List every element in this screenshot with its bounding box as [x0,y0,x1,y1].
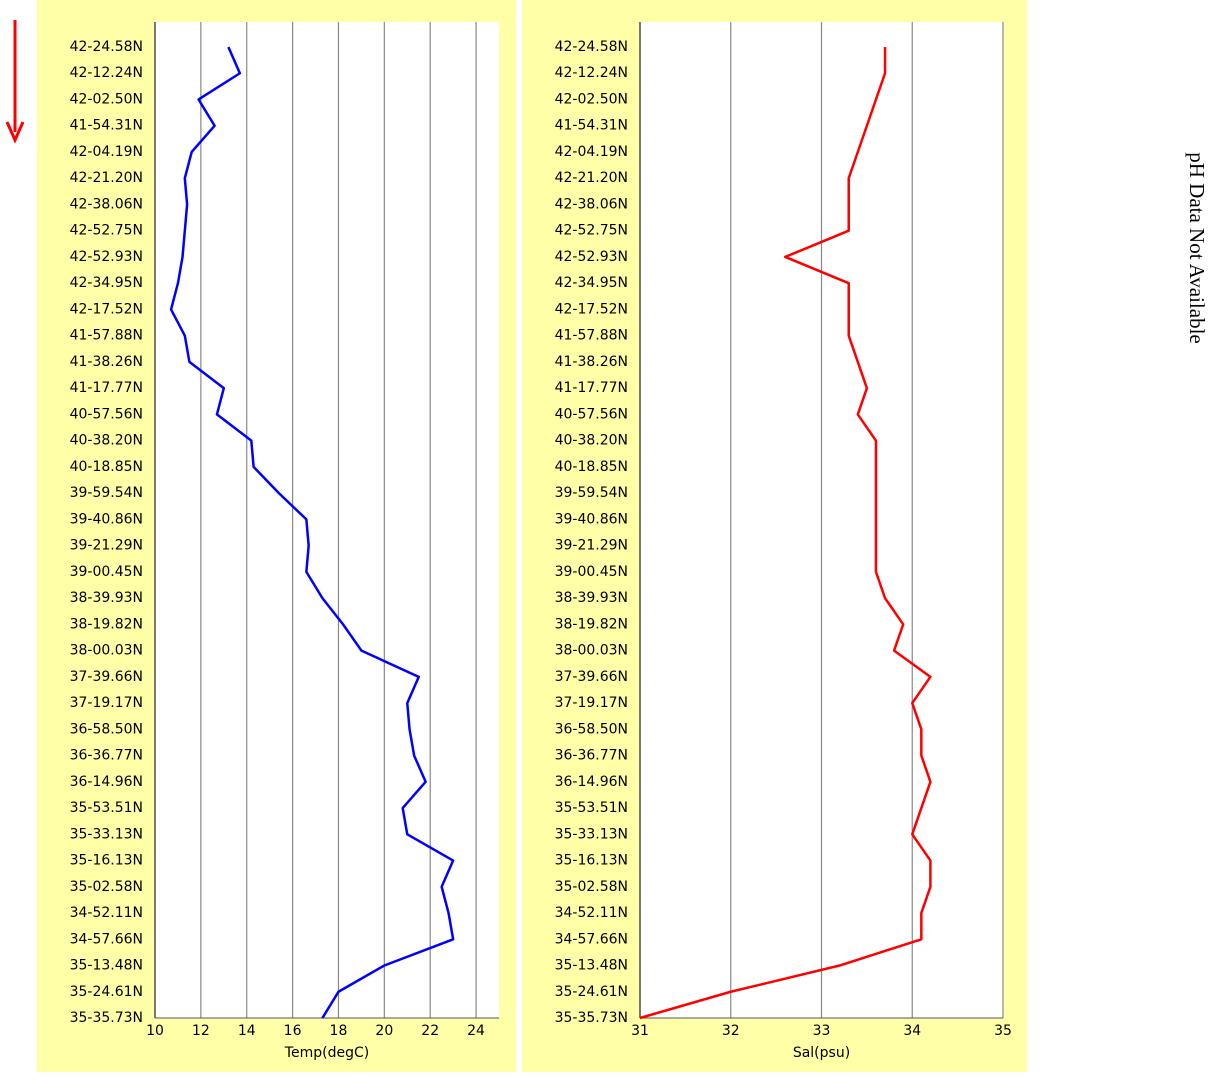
x-tick-label: 33 [813,1023,831,1039]
y-tick-label: 42-17.52N [70,301,143,317]
y-tick-label: 35-16.13N [70,853,143,869]
y-tick-label: 41-57.88N [70,328,143,344]
x-tick-label: 32 [722,1023,740,1039]
y-tick-label: 42-12.24N [555,65,628,81]
y-tick-label: 40-57.56N [70,406,143,422]
y-tick-label: 39-21.29N [70,538,143,554]
y-tick-label: 40-38.20N [555,433,628,449]
y-tick-label: 42-02.50N [555,91,628,107]
x-tick-label: 18 [330,1023,348,1039]
x-tick-label: 31 [631,1023,649,1039]
y-tick-label: 42-24.58N [555,39,628,55]
y-tick-label: 42-21.20N [555,170,628,186]
y-tick-label: 37-19.17N [70,695,143,711]
y-tick-label: 41-17.77N [70,380,143,396]
x-tick-label: 16 [284,1023,302,1039]
y-tick-label: 39-59.54N [555,485,628,501]
y-tick-label: 42-17.52N [555,301,628,317]
x-tick-label: 10 [146,1023,164,1039]
y-tick-label: 42-12.24N [70,65,143,81]
data-line [169,46,455,1019]
y-tick-label: 36-14.96N [70,774,143,790]
y-tick-label: 38-19.82N [70,616,143,632]
y-tick-label: 41-54.31N [555,118,628,134]
y-tick-label: 42-34.95N [555,275,628,291]
x-tick-label: 35 [994,1023,1012,1039]
y-tick-label: 37-39.66N [70,669,143,685]
x-axis-title: Temp(degC) [284,1045,369,1061]
y-tick-label: 42-24.58N [70,39,143,55]
y-tick-label: 42-21.20N [70,170,143,186]
y-tick-label: 35-33.13N [70,826,143,842]
y-tick-label: 38-39.93N [555,590,628,606]
y-tick-label: 35-24.61N [555,984,628,1000]
y-tick-label: 40-18.85N [555,459,628,475]
y-tick-label: 35-13.48N [555,958,628,974]
y-tick-label: 36-58.50N [70,721,143,737]
y-tick-label: 36-14.96N [555,774,628,790]
y-tick-label: 34-52.11N [555,905,628,921]
y-tick-label: 39-40.86N [70,511,143,527]
y-tick-label: 41-57.88N [555,328,628,344]
y-tick-label: 38-00.03N [555,643,628,659]
y-tick-label: 41-38.26N [70,354,143,370]
y-tick-label: 37-19.17N [555,695,628,711]
y-tick-label: 42-04.19N [70,144,143,160]
x-tick-label: 14 [238,1023,256,1039]
y-tick-label: 35-33.13N [555,826,628,842]
y-tick-label: 35-02.58N [555,879,628,895]
y-tick-label: 36-58.50N [555,721,628,737]
plot-area [155,22,499,1018]
y-tick-label: 35-16.13N [555,853,628,869]
arrow-head [5,121,25,144]
y-tick-label: 37-39.66N [555,669,628,685]
y-tick-label: 42-52.75N [70,223,143,239]
y-tick-label: 42-02.50N [70,91,143,107]
y-tick-label: 38-00.03N [70,643,143,659]
x-tick-label: 20 [375,1023,393,1039]
data-line [639,47,932,1020]
y-tick-label: 35-13.48N [70,958,143,974]
y-tick-label: 41-54.31N [70,118,143,134]
y-tick-label: 35-24.61N [70,984,143,1000]
y-tick-label: 41-38.26N [555,354,628,370]
y-tick-label: 39-00.45N [70,564,143,580]
y-tick-label: 34-57.66N [70,931,143,947]
y-tick-label: 39-40.86N [555,511,628,527]
y-tick-label: 35-02.58N [70,879,143,895]
y-tick-label: 36-36.77N [555,748,628,764]
y-tick-label: 39-21.29N [555,538,628,554]
y-tick-label: 35-35.73N [555,1010,628,1026]
y-tick-label: 42-38.06N [70,196,143,212]
y-tick-label: 35-35.73N [70,1010,143,1026]
y-tick-label: 34-52.11N [70,905,143,921]
y-tick-label: 42-52.93N [555,249,628,265]
x-tick-label: 22 [421,1023,439,1039]
y-tick-label: 42-04.19N [555,144,628,160]
y-tick-label: 39-59.54N [70,485,143,501]
y-tick-label: 42-52.93N [70,249,143,265]
y-tick-label: 39-00.45N [555,564,628,580]
y-tick-label: 42-34.95N [70,275,143,291]
x-axis-title: Sal(psu) [793,1045,850,1061]
x-tick-label: 24 [467,1023,485,1039]
y-tick-label: 35-53.51N [555,800,628,816]
y-tick-label: 38-19.82N [555,616,628,632]
x-tick-label: 34 [903,1023,921,1039]
y-tick-label: 41-17.77N [555,380,628,396]
y-tick-label: 34-57.66N [555,931,628,947]
y-tick-label: 35-53.51N [70,800,143,816]
x-tick-label: 12 [192,1023,210,1039]
y-tick-label: 42-52.75N [555,223,628,239]
annotation: pH Data Not Available [1185,152,1209,343]
y-tick-label: 40-57.56N [555,406,628,422]
y-tick-label: 38-39.93N [70,590,143,606]
y-tick-label: 40-38.20N [70,433,143,449]
y-tick-label: 40-18.85N [70,459,143,475]
y-tick-label: 42-38.06N [555,196,628,212]
y-tick-label: 36-36.77N [70,748,143,764]
